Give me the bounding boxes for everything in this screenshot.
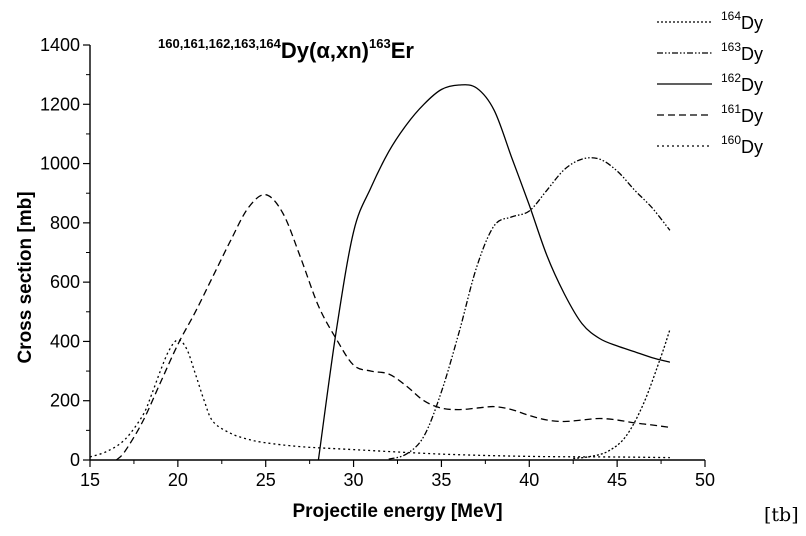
series-line-160-dy: [89, 339, 670, 459]
y-tick-label: 1400: [40, 35, 80, 55]
x-axis-title: Projectile energy [MeV]: [292, 501, 502, 522]
legend-label-164: 164Dy: [721, 9, 763, 33]
chart-labels: 15 20 25 30 35 40 45 50 0 200 400 600 800 1000 1200 140…: [15, 35, 715, 522]
legend-label-160: 160Dy: [721, 133, 763, 157]
y-axis-title: Cross section [mb]: [15, 191, 36, 363]
x-tick-label: 25: [256, 470, 276, 490]
x-tick-label: 30: [344, 470, 364, 490]
x-tick-label: 35: [431, 470, 451, 490]
series-line-164-dy: [573, 329, 671, 460]
chart-title: 160,161,162,163,164Dy(α,xn)163Er: [158, 36, 414, 63]
x-tick-label: 50: [695, 470, 715, 490]
y-tick-label: 0: [70, 450, 80, 470]
legend-label-162: 162Dy: [721, 71, 763, 95]
y-tick-label: 400: [50, 331, 80, 351]
legend-label-161: 161Dy: [721, 102, 763, 126]
chart-series-layer: [89, 84, 671, 461]
x-tick-label: 20: [168, 470, 188, 490]
chart-axes: [83, 44, 706, 467]
series-line-163-dy: [388, 157, 671, 460]
y-tick-label: 200: [50, 391, 80, 411]
corner-tag: [tb]: [764, 504, 799, 526]
y-tick-label: 1000: [40, 154, 80, 174]
x-tick-label: 45: [607, 470, 627, 490]
y-tick-label: 600: [50, 272, 80, 292]
x-tick-label: 15: [80, 470, 100, 490]
x-tick-label: 40: [519, 470, 539, 490]
series-line-161-dy: [115, 194, 670, 461]
chart-legend: 164Dy 163Dy 162Dy 161Dy 160Dy: [657, 9, 763, 157]
y-tick-label: 1200: [40, 94, 80, 114]
legend-label-163: 163Dy: [721, 40, 763, 64]
series-line-162-dy: [317, 84, 671, 461]
y-tick-label: 800: [50, 213, 80, 233]
